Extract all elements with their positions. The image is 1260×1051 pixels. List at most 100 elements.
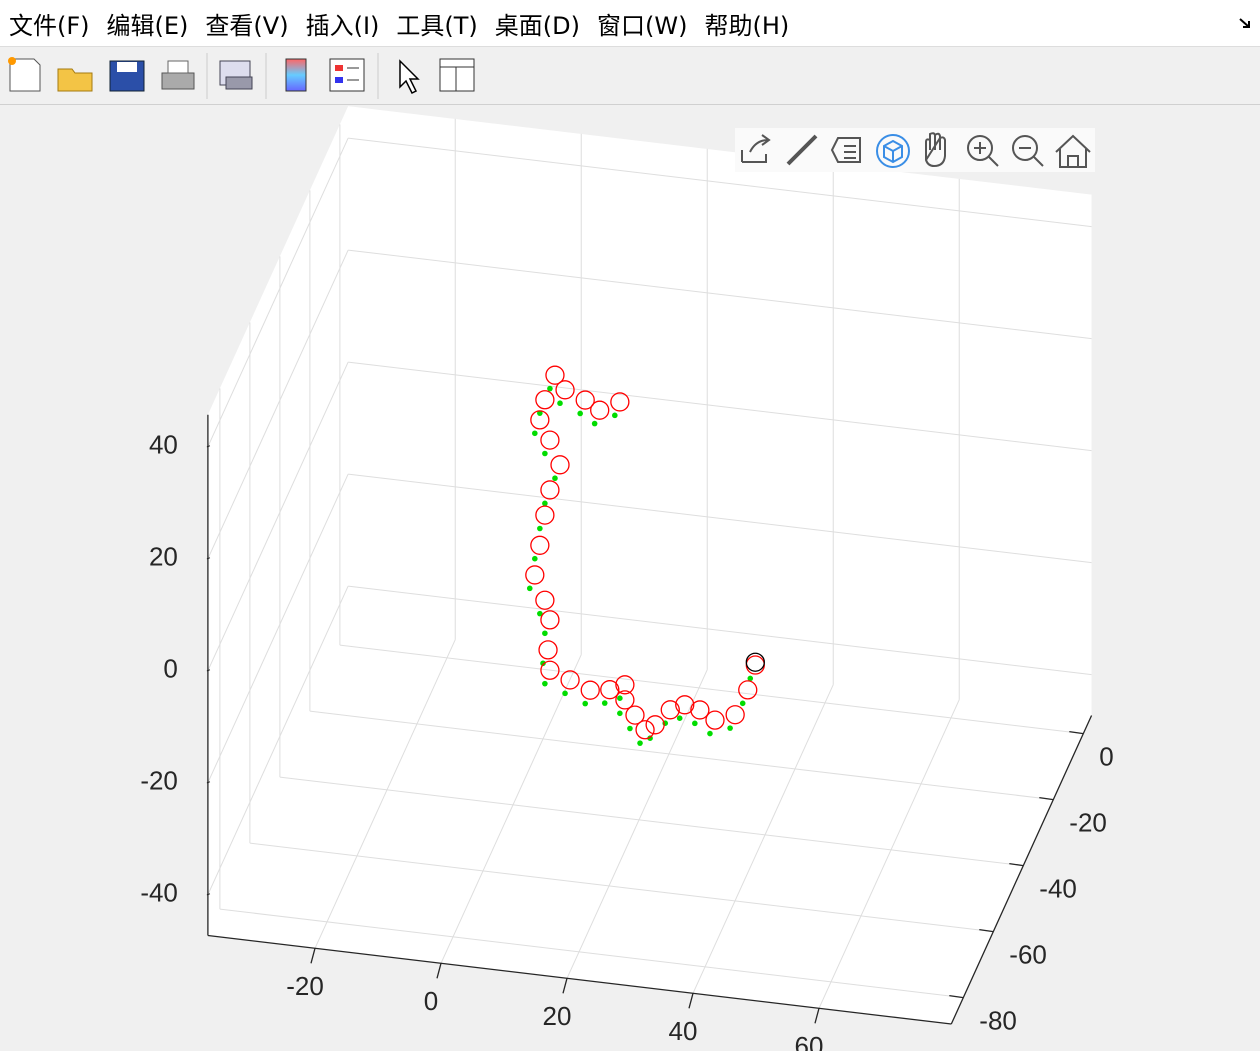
data-point xyxy=(562,690,568,697)
z-tick-label: 40 xyxy=(149,430,178,460)
pan-button[interactable] xyxy=(924,132,946,168)
data-point xyxy=(526,585,533,592)
z-tick xyxy=(207,893,211,896)
zoom-in-button[interactable] xyxy=(967,135,999,167)
data-point xyxy=(580,680,600,700)
data-point xyxy=(552,475,558,482)
grid-line xyxy=(279,776,1024,867)
menu-item[interactable]: 帮助(H) xyxy=(704,11,790,40)
colorbar-button[interactable] xyxy=(285,58,307,92)
grid-line xyxy=(314,639,456,949)
menu-item[interactable]: 窗口(W) xyxy=(597,11,688,40)
grid-line xyxy=(692,684,834,994)
data-point xyxy=(535,505,555,525)
z-tick-label: 20 xyxy=(149,542,178,572)
grid-line xyxy=(309,710,1054,801)
export-button[interactable] xyxy=(741,134,771,163)
grid-line xyxy=(566,669,708,979)
rotate-button[interactable] xyxy=(876,134,910,168)
data-point xyxy=(692,720,698,727)
data-point xyxy=(577,410,583,417)
z-tick xyxy=(207,781,211,784)
data-point xyxy=(615,690,635,710)
home-button[interactable] xyxy=(1055,134,1091,168)
axes-toolbar xyxy=(735,128,1095,172)
z-tick xyxy=(207,669,211,672)
z-tick xyxy=(207,557,211,560)
open-button[interactable] xyxy=(57,68,93,92)
data-point xyxy=(612,412,618,419)
y-tick-label: -40 xyxy=(1039,874,1077,904)
menu-item[interactable]: 查看(V) xyxy=(205,11,289,40)
grid-line xyxy=(207,137,349,447)
menu-item[interactable]: 插入(I) xyxy=(305,11,380,40)
menu-item[interactable]: 编辑(E) xyxy=(106,11,189,40)
new-button[interactable] xyxy=(8,57,41,92)
menu-item[interactable]: 文件(F) xyxy=(9,11,90,40)
z-tick xyxy=(207,445,211,448)
data-point xyxy=(535,590,555,610)
zoom-out-button[interactable] xyxy=(1012,135,1044,167)
x-tick-label: 40 xyxy=(669,1016,698,1046)
y-tick-label: -60 xyxy=(1009,940,1047,970)
z-tick-label: -40 xyxy=(140,878,178,908)
save-button[interactable] xyxy=(109,60,145,92)
y-tick xyxy=(1069,730,1084,735)
data-point xyxy=(575,390,595,410)
x-tick xyxy=(310,948,316,964)
data-point xyxy=(707,730,713,737)
data-point xyxy=(525,565,545,585)
grid-line xyxy=(207,585,349,895)
z-tick-label: -20 xyxy=(140,766,178,796)
menu-item[interactable]: 工具(T) xyxy=(396,11,478,40)
y-tick xyxy=(949,994,964,999)
x-tick xyxy=(436,963,442,979)
data-point xyxy=(540,610,560,630)
x-axis-line xyxy=(207,934,952,1025)
data-point xyxy=(542,500,548,507)
grid-line xyxy=(348,473,1092,564)
grid-line xyxy=(207,473,349,783)
grid-line xyxy=(249,842,994,933)
data-point xyxy=(635,720,655,740)
grid-line xyxy=(440,654,582,964)
y-tick xyxy=(979,928,994,933)
z-tick-label: 0 xyxy=(163,654,177,684)
menu-bar: 文件(F) 编辑(E) 查看(V) 插入(I) 工具(T) 桌面(D) 窗口(W… xyxy=(0,0,1260,46)
data-point xyxy=(745,652,765,672)
y-axis-line xyxy=(950,715,1093,1025)
y-tick-label: -20 xyxy=(1069,808,1107,838)
x-tick xyxy=(562,978,568,994)
edit-plot-button[interactable] xyxy=(399,59,420,95)
data-point xyxy=(532,430,538,437)
data-point xyxy=(530,535,550,555)
data-point xyxy=(600,680,620,700)
data-point xyxy=(725,705,745,725)
legend-button[interactable] xyxy=(329,58,365,92)
data-point xyxy=(727,725,733,731)
data-point xyxy=(617,710,623,717)
data-point xyxy=(705,710,725,730)
x-tick-label: -20 xyxy=(286,971,324,1001)
menu-item[interactable]: 桌面(D) xyxy=(494,11,580,40)
property-editor-button[interactable] xyxy=(439,58,475,92)
data-point xyxy=(591,420,598,427)
data-point xyxy=(676,715,683,721)
data-point xyxy=(675,695,695,715)
datatip-button[interactable] xyxy=(830,137,861,163)
data-point xyxy=(739,700,746,707)
data-point xyxy=(625,705,645,725)
print-button[interactable] xyxy=(161,60,195,90)
data-point xyxy=(582,700,589,707)
data-point xyxy=(540,480,560,500)
y-tick xyxy=(1039,796,1054,801)
data-point xyxy=(747,675,754,682)
grid-line xyxy=(219,908,964,999)
data-point xyxy=(538,640,558,660)
data-point xyxy=(550,455,570,475)
link-button[interactable] xyxy=(219,60,253,90)
brush-button[interactable] xyxy=(786,134,818,166)
dock-arrow[interactable] xyxy=(1238,16,1252,30)
data-point xyxy=(532,555,538,562)
x-tick-label: 0 xyxy=(424,986,438,1016)
